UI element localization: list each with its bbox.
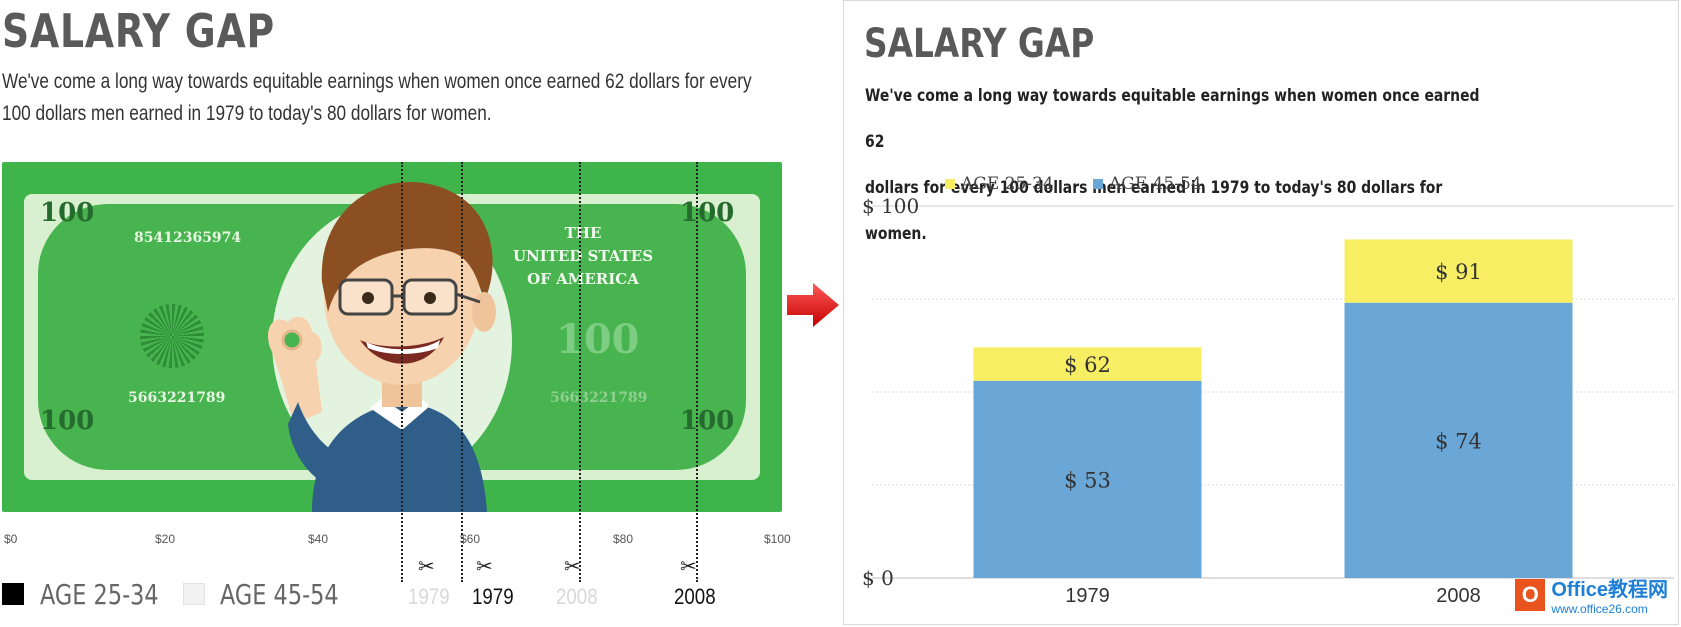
- cut-line-1979-faded: [401, 162, 403, 582]
- left-subtitle-line2: 100 dollars men earned in 1979 to today'…: [2, 102, 492, 125]
- legend-swatch-age-45-54: [183, 583, 205, 605]
- legend-label-age-45-54: AGE 45-54: [220, 578, 339, 611]
- y-tick-label: $ 0: [862, 566, 894, 590]
- bill-corner-bottom-right: 100: [680, 406, 735, 436]
- bar-value-label: $ 91: [1435, 260, 1482, 284]
- chart-legend-swatch: [945, 179, 955, 189]
- x-category-label: 1979: [1065, 585, 1110, 607]
- chart-legend-label: AGE 25-34: [961, 174, 1054, 194]
- left-title: SALARY GAP: [2, 4, 276, 58]
- cut-line-2008-faded: [579, 162, 581, 582]
- office-logo-icon: O: [1515, 578, 1546, 611]
- stacked-bar-chart: $ 0 $ 100 $ 53 $ 62 1979 $ 74 $ 91 2008: [862, 194, 1674, 607]
- cut-label: 1979: [472, 584, 514, 609]
- bill-serial-bottom-faded: 5663221789: [550, 390, 648, 406]
- bar-age-45-54-1979: [973, 380, 1202, 578]
- chart-legend-item-age-25-34: AGE 25-34: [945, 174, 1054, 194]
- axis-tick: $100: [764, 532, 791, 546]
- bar-value-label: $ 53: [1064, 468, 1111, 492]
- bill-corner-top-right: 100: [680, 198, 735, 228]
- cartoon-man-icon: [267, 182, 496, 512]
- axis-tick: $20: [155, 532, 176, 546]
- bill-serial-bottom: 5663221789: [128, 390, 226, 406]
- bar-age-45-54-2008: [1344, 302, 1573, 578]
- chart-subtitle: We've come a long way towards equitable …: [865, 73, 1488, 257]
- axis-tick: $40: [308, 532, 329, 546]
- axis-tick: $80: [613, 532, 634, 546]
- watermark-url: www.office26.com: [1551, 602, 1648, 616]
- cut-line-2008: [696, 162, 698, 582]
- chart-legend-swatch: [1093, 179, 1103, 189]
- cut-line-1979: [461, 162, 463, 582]
- dollar-bill-illustration: 100 100 100 100 100 85412365974 56632217…: [2, 162, 782, 512]
- left-infographic: SALARY GAP We've come a long way towards…: [0, 0, 800, 627]
- cut-label: 2008: [674, 584, 716, 609]
- axis-tick: $0: [4, 532, 18, 546]
- bill-country-line1: THE: [564, 224, 602, 242]
- bill-country-text: THE UNITED STATES OF AMERICA: [508, 222, 658, 291]
- chart-legend-item-age-45-54: AGE 45-54: [1093, 174, 1202, 194]
- left-subtitle-line1: We've come a long way towards equitable …: [2, 70, 752, 93]
- bill-country-line3: OF AMERICA: [527, 270, 639, 288]
- scissors-icon: ✂: [680, 556, 697, 578]
- watermark-text-block: Office教程网 www.office26.com: [1551, 573, 1668, 616]
- bar-value-label: $ 74: [1435, 429, 1482, 453]
- chart-subtitle-line1: We've come a long way towards equitable …: [865, 86, 1480, 152]
- left-subtitle: We've come a long way towards equitable …: [2, 66, 765, 130]
- chart-title: SALARY GAP: [864, 21, 1095, 67]
- cut-label: 1979: [408, 584, 450, 609]
- y-tick-label: $ 100: [862, 194, 919, 218]
- x-category-label: 2008: [1436, 585, 1481, 607]
- scissors-icon: ✂: [418, 556, 435, 578]
- legend-swatch-age-25-34: [2, 583, 24, 605]
- scissors-icon: ✂: [476, 556, 493, 578]
- bill-seal-icon: [140, 304, 204, 368]
- right-chart-panel: SALARY GAP We've come a long way towards…: [843, 0, 1679, 625]
- axis-tick: $60: [460, 532, 481, 546]
- legend-label-age-25-34: AGE 25-34: [40, 578, 159, 611]
- office26-watermark: O Office教程网 www.office26.com: [1515, 573, 1668, 616]
- chart-subtitle-line2: dollars for every 100 dollars men earned…: [865, 178, 1443, 244]
- bill-corner-bottom-left: 100: [40, 406, 95, 436]
- bill-country-line2: UNITED STATES: [512, 247, 654, 265]
- chart-legend-label: AGE 45-54: [1109, 174, 1202, 194]
- bill-corner-top-left: 100: [40, 198, 95, 228]
- cut-label: 2008: [556, 584, 598, 609]
- scissors-icon: ✂: [564, 556, 581, 578]
- bill-serial-top: 85412365974: [134, 230, 242, 246]
- watermark-name: Office教程网: [1551, 579, 1668, 601]
- red-arrow-icon: [787, 283, 839, 327]
- bar-value-label: $ 62: [1064, 353, 1111, 377]
- bar-age-25-34-1979: [973, 347, 1202, 381]
- bill-watermark-100: 100: [556, 316, 640, 363]
- bar-age-25-34-2008: [1344, 239, 1573, 303]
